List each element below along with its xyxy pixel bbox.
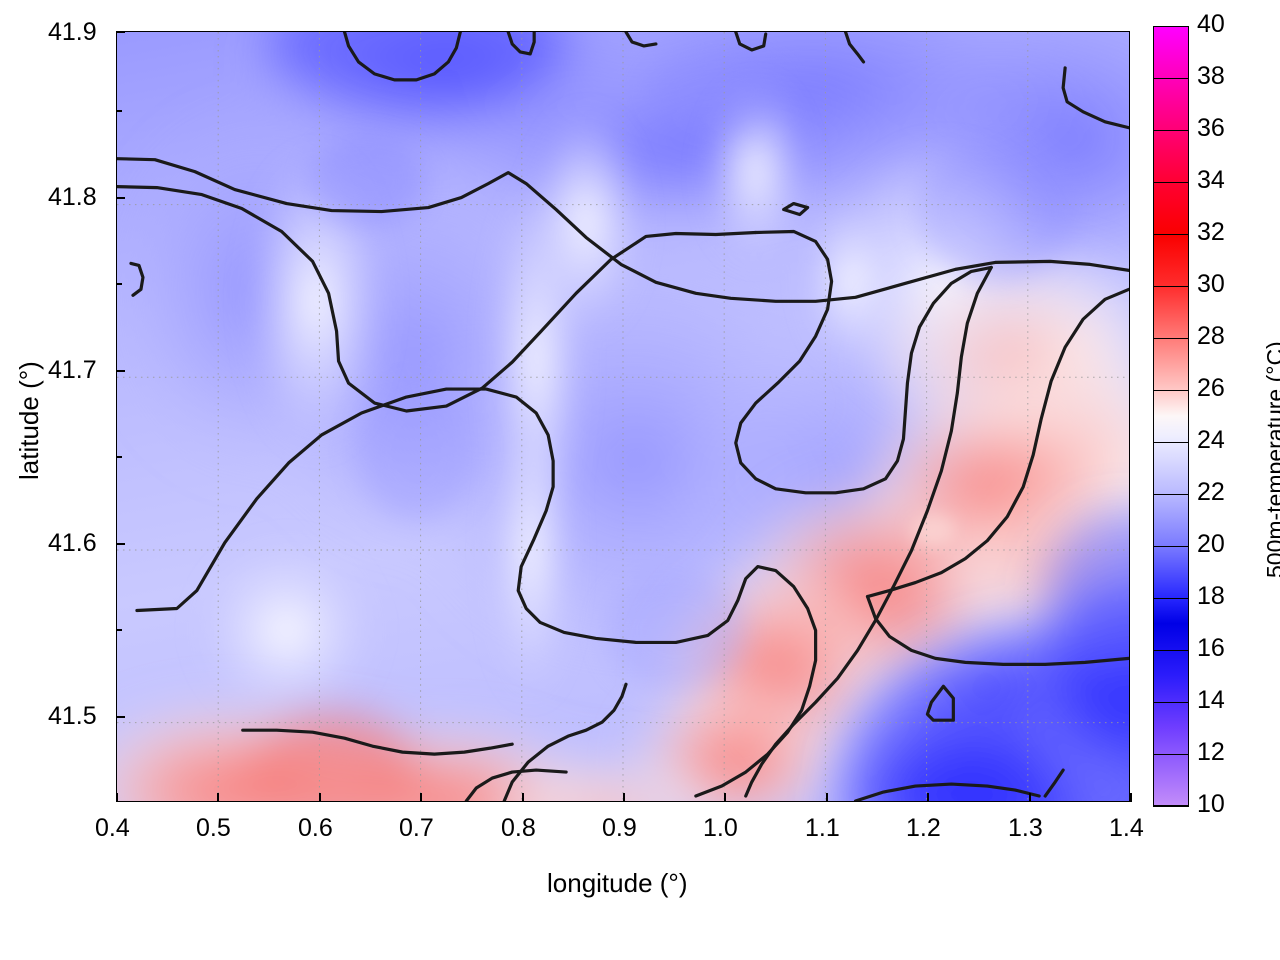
x-tick-mark: [319, 793, 321, 802]
plot-area: [116, 31, 1130, 802]
colorbar-tick: [1153, 806, 1189, 808]
grid-lines: [117, 32, 1129, 801]
colorbar-tick-label: 30: [1197, 270, 1225, 298]
y-tick-label: 41.6: [48, 529, 97, 557]
colorbar-tick-label: 34: [1197, 166, 1225, 194]
x-tick-mark: [1130, 793, 1132, 802]
colorbar-gradient: [1153, 26, 1189, 806]
y-minor-tick-mark: [116, 283, 122, 285]
x-tick-mark: [724, 793, 726, 802]
x-tick-label: 0.6: [298, 814, 333, 842]
colorbar-tick-label: 40: [1197, 10, 1225, 38]
colorbar-tick-label: 26: [1197, 374, 1225, 402]
colorbar-tick: [1153, 702, 1189, 704]
colorbar-tick: [1153, 546, 1189, 548]
colorbar-tick: [1153, 754, 1189, 756]
y-tick-label: 41.5: [48, 702, 97, 730]
colorbar-tick-label: 20: [1197, 530, 1225, 558]
colorbar-tick-label: 14: [1197, 686, 1225, 714]
colorbar: [1153, 26, 1189, 806]
colorbar-tick: [1153, 26, 1189, 28]
colorbar-tick-label: 18: [1197, 582, 1225, 610]
x-tick-mark: [420, 793, 422, 802]
colorbar-tick-label: 12: [1197, 738, 1225, 766]
colorbar-tick-label: 22: [1197, 478, 1225, 506]
colorbar-tick-label: 10: [1197, 790, 1225, 818]
y-tick-label: 41.7: [48, 356, 97, 384]
x-tick-label: 1.2: [906, 814, 941, 842]
colorbar-tick: [1153, 182, 1189, 184]
x-tick-label: 0.9: [602, 814, 637, 842]
colorbar-tick-label: 28: [1197, 322, 1225, 350]
x-tick-label: 0.5: [196, 814, 231, 842]
x-tick-label: 0.8: [501, 814, 536, 842]
x-tick-mark: [116, 793, 118, 802]
colorbar-tick: [1153, 286, 1189, 288]
x-tick-mark: [927, 793, 929, 802]
y-tick-label: 41.8: [48, 183, 97, 211]
colorbar-tick: [1153, 598, 1189, 600]
x-tick-mark: [217, 793, 219, 802]
colorbar-tick: [1153, 390, 1189, 392]
colorbar-tick: [1153, 234, 1189, 236]
heatmap-layer: [117, 32, 1129, 801]
y-tick-mark: [116, 370, 125, 372]
colorbar-tick: [1153, 650, 1189, 652]
colorbar-tick-label: 38: [1197, 62, 1225, 90]
y-tick-mark: [116, 716, 125, 718]
x-tick-mark: [623, 793, 625, 802]
x-tick-label: 1.4: [1109, 814, 1144, 842]
x-tick-label: 1.3: [1008, 814, 1043, 842]
x-axis-label: longitude (°): [547, 868, 688, 898]
y-tick-mark: [116, 543, 125, 545]
colorbar-tick: [1153, 338, 1189, 340]
colorbar-tick-label: 36: [1197, 114, 1225, 142]
y-axis-label: latitude (°): [14, 361, 44, 480]
y-minor-tick-mark: [116, 456, 122, 458]
y-minor-tick-mark: [116, 629, 122, 631]
x-tick-label: 0.7: [399, 814, 434, 842]
y-minor-tick-mark: [116, 110, 122, 112]
colorbar-tick: [1153, 442, 1189, 444]
y-tick-label: 41.9: [48, 18, 97, 46]
colorbar-title: 500m-temperature (°C): [1262, 341, 1280, 578]
colorbar-tick: [1153, 78, 1189, 80]
colorbar-tick-label: 24: [1197, 426, 1225, 454]
contour-lines: [117, 32, 1129, 801]
x-tick-label: 0.4: [95, 814, 130, 842]
x-tick-label: 1.0: [703, 814, 738, 842]
y-tick-mark: [116, 31, 125, 33]
x-tick-mark: [1029, 793, 1031, 802]
y-tick-mark: [116, 197, 125, 199]
colorbar-tick: [1153, 494, 1189, 496]
colorbar-tick-label: 16: [1197, 634, 1225, 662]
x-tick-label: 1.1: [805, 814, 840, 842]
colorbar-tick-label: 32: [1197, 218, 1225, 246]
x-tick-mark: [826, 793, 828, 802]
colorbar-tick: [1153, 130, 1189, 132]
x-tick-mark: [522, 793, 524, 802]
